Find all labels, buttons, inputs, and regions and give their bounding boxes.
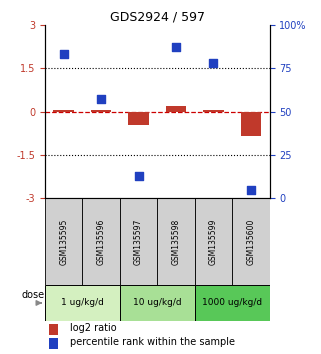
Point bbox=[173, 45, 178, 50]
Bar bbox=[45, 285, 120, 321]
Text: log2 ratio: log2 ratio bbox=[70, 323, 116, 333]
Bar bbox=[49, 338, 57, 349]
Text: 1000 ug/kg/d: 1000 ug/kg/d bbox=[202, 298, 262, 308]
Bar bbox=[53, 110, 74, 112]
Text: GSM135595: GSM135595 bbox=[59, 219, 68, 265]
Text: dose: dose bbox=[21, 290, 44, 300]
Bar bbox=[91, 110, 111, 112]
Point bbox=[211, 60, 216, 66]
Text: 10 ug/kg/d: 10 ug/kg/d bbox=[133, 298, 182, 308]
Point bbox=[61, 51, 66, 57]
Bar bbox=[120, 285, 195, 321]
Bar bbox=[45, 199, 82, 285]
Bar bbox=[82, 199, 120, 285]
Bar bbox=[128, 112, 149, 125]
Point bbox=[248, 187, 254, 193]
Text: GSM135598: GSM135598 bbox=[171, 219, 180, 265]
Bar bbox=[232, 199, 270, 285]
Bar bbox=[166, 106, 186, 112]
Text: percentile rank within the sample: percentile rank within the sample bbox=[70, 337, 235, 347]
Bar bbox=[120, 199, 157, 285]
Text: GSM135597: GSM135597 bbox=[134, 219, 143, 265]
Bar bbox=[49, 324, 57, 335]
Text: 1 ug/kg/d: 1 ug/kg/d bbox=[61, 298, 104, 308]
Bar bbox=[195, 199, 232, 285]
Bar bbox=[241, 112, 261, 136]
Point bbox=[99, 97, 104, 102]
Text: GSM135599: GSM135599 bbox=[209, 219, 218, 265]
Text: GSM135600: GSM135600 bbox=[247, 219, 256, 265]
Bar bbox=[195, 285, 270, 321]
Title: GDS2924 / 597: GDS2924 / 597 bbox=[110, 11, 205, 24]
Bar bbox=[157, 199, 195, 285]
Text: GSM135596: GSM135596 bbox=[97, 219, 106, 265]
Point bbox=[136, 173, 141, 179]
Bar bbox=[203, 110, 224, 112]
